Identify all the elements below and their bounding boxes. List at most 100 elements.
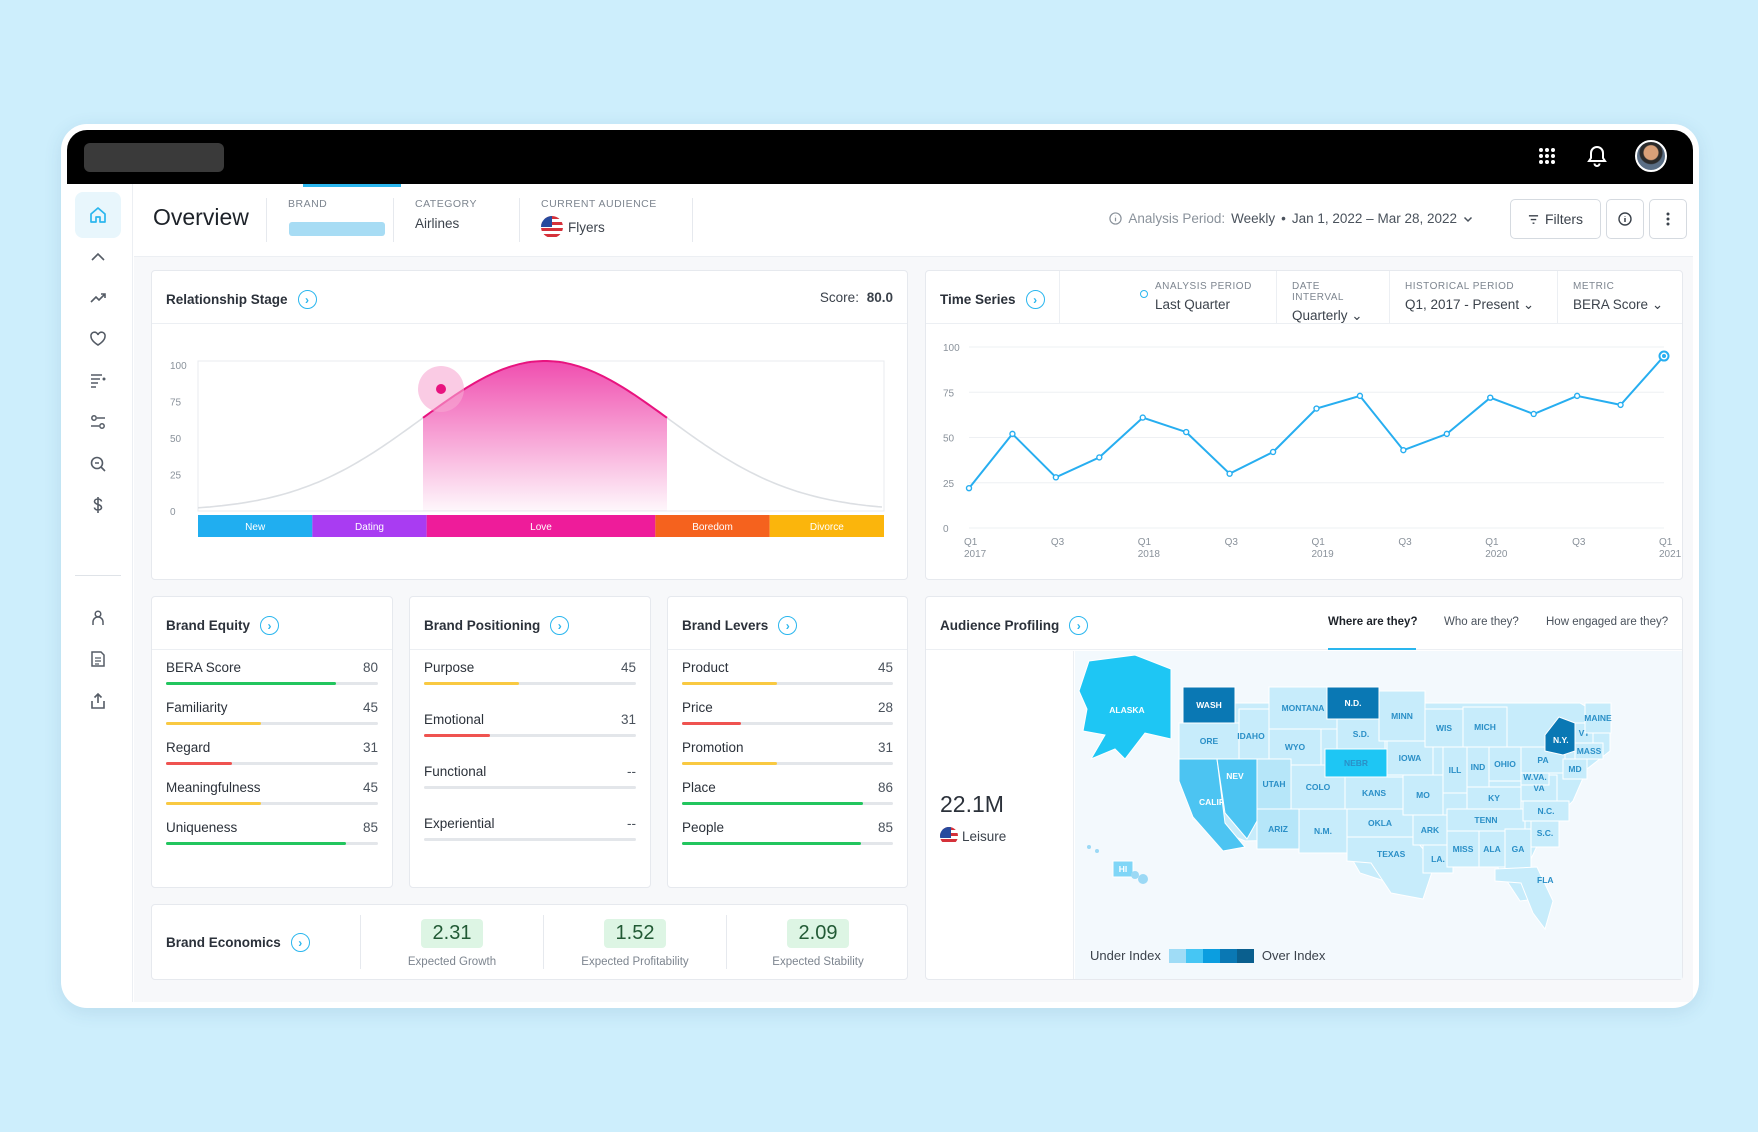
kebab-menu-icon [1666, 212, 1670, 226]
state-label: OHIO [1494, 759, 1516, 769]
data-point [1313, 405, 1320, 412]
metric-bar-track [682, 802, 893, 805]
dollar-icon[interactable] [75, 482, 121, 528]
metric-label: Price [682, 700, 713, 715]
chevron-right-circle-icon[interactable]: › [1069, 616, 1089, 635]
chevron-down-icon: ⌄ [1651, 297, 1664, 312]
state-label: ORE [1200, 736, 1219, 746]
analysis-period-control[interactable]: ANALYSIS PERIOD Last Quarter [1059, 271, 1276, 324]
search-zoom-icon[interactable] [75, 441, 121, 487]
share-icon[interactable] [75, 678, 121, 724]
data-point [1139, 414, 1146, 421]
metric-bar-track [682, 762, 893, 765]
metric-value: 28 [877, 700, 893, 715]
filters-button[interactable]: Filters [1510, 199, 1601, 239]
trend-icon[interactable] [75, 275, 121, 321]
current-stage-marker [436, 384, 446, 394]
chevron-right-circle-icon[interactable]: › [778, 616, 798, 635]
state-label: FLA [1537, 875, 1554, 885]
metric-label: People [682, 820, 725, 835]
sidebar [67, 184, 133, 1002]
page-header: Overview BRAND CATEGORY Airlines CURRENT… [134, 184, 1693, 257]
list-icon[interactable] [75, 357, 121, 403]
more-options-button[interactable] [1649, 199, 1687, 239]
y-tick-label: 50 [170, 434, 182, 445]
state-region [1238, 708, 1270, 760]
metric-label: Uniqueness [166, 820, 238, 835]
stage-label: Boredom [692, 522, 733, 533]
state-region [1424, 708, 1464, 748]
analysis-period-selector[interactable]: Analysis Period: Weekly • Jan 1, 2022 – … [1109, 211, 1473, 226]
state-region [1298, 808, 1348, 854]
data-point [1356, 392, 1364, 400]
metric-value: 31 [362, 740, 378, 755]
info-circle-icon [1109, 212, 1123, 225]
bell-icon[interactable] [1585, 144, 1609, 168]
x-tick-label: Q3 [1398, 537, 1412, 548]
metric-row: Regard 31 [166, 740, 378, 765]
state-label: IDAHO [1237, 731, 1265, 741]
state-label: VT [1579, 728, 1591, 738]
app-logo-placeholder[interactable] [84, 143, 224, 172]
metric-bar-track [682, 722, 893, 725]
chevron-right-circle-icon[interactable]: › [1025, 290, 1045, 309]
chevron-right-circle-icon[interactable]: › [260, 616, 280, 635]
tab-who-are-they[interactable]: Who are they? [1444, 616, 1519, 628]
state-label: KANS [1362, 788, 1386, 798]
state-label: LA. [1431, 854, 1445, 864]
apps-grid-icon[interactable] [1535, 144, 1559, 168]
chevron-right-circle-icon[interactable]: › [290, 933, 310, 952]
filters-button-label: Filters [1544, 211, 1584, 227]
user-avatar[interactable] [1635, 140, 1667, 172]
state-label: ILL [1449, 765, 1462, 775]
chevron-right-circle-icon[interactable]: › [550, 616, 570, 635]
app-window: Overview BRAND CATEGORY Airlines CURRENT… [61, 124, 1699, 1008]
state-region [1530, 818, 1560, 848]
metric-label: Place [682, 780, 716, 795]
expected-profitability-label: Expected Profitability [581, 956, 689, 968]
sliders-icon[interactable] [75, 399, 121, 445]
x-tick-label: Q3 [1051, 537, 1065, 548]
stage-segment [312, 515, 427, 537]
state-label: ARIZ [1268, 824, 1288, 834]
time-series-title: Time Series [940, 292, 1016, 307]
info-button[interactable] [1606, 199, 1644, 239]
historical-period-control[interactable]: HISTORICAL PERIOD Q1, 2017 - Present ⌄ [1389, 271, 1557, 324]
chevron-up-icon[interactable] [75, 234, 121, 280]
x-tick-label: Q3 [1225, 537, 1239, 548]
metric-label: Regard [166, 740, 211, 755]
brand-economics-title: Brand Economics [166, 935, 281, 950]
person-icon[interactable] [75, 595, 121, 641]
state-label: HI [1119, 864, 1128, 874]
data-point [1182, 428, 1190, 436]
y-tick-label: 75 [170, 398, 182, 409]
y-tick-label: 75 [943, 388, 955, 399]
metric-control[interactable]: METRIC BERA Score ⌄ [1557, 271, 1683, 324]
state-label: MD [1568, 764, 1581, 774]
home-icon[interactable] [75, 192, 121, 238]
state-label: MAINE [1584, 713, 1612, 723]
tab-how-engaged[interactable]: How engaged are they? [1546, 616, 1669, 628]
state-label: GA [1512, 844, 1525, 854]
state-label: MONTANA [1282, 703, 1325, 713]
state-label: VA [1533, 783, 1544, 793]
island [1095, 849, 1099, 853]
brand-equity-card: Brand Equity › BERA Score 80 Familiarity 45 R… [151, 596, 393, 888]
date-interval-control[interactable]: DATE INTERVAL Quarterly ⌄ [1276, 271, 1389, 324]
main-content: Overview BRAND CATEGORY Airlines CURRENT… [134, 184, 1693, 1002]
audience-selector[interactable]: CURRENT AUDIENCE Flyers [519, 198, 693, 242]
document-icon[interactable] [75, 636, 121, 682]
chevron-right-circle-icon[interactable]: › [297, 290, 317, 309]
analysis-period-control-value: Last Quarter [1155, 297, 1231, 312]
brand-selector[interactable]: BRAND [266, 184, 401, 242]
heart-icon[interactable] [75, 316, 121, 362]
category-selector[interactable]: CATEGORY Airlines [393, 198, 519, 242]
state-label: N.C. [1538, 806, 1555, 816]
metric-row: Price 28 [682, 700, 893, 725]
tab-where-are-they[interactable]: Where are they? [1328, 616, 1418, 628]
metric-value: 31 [620, 712, 636, 727]
metric-bar-track [424, 786, 636, 789]
x-tick-year-label: 2021 [1659, 549, 1682, 560]
state-label: WYO [1285, 742, 1306, 752]
analysis-period-value: Weekly [1231, 211, 1276, 226]
